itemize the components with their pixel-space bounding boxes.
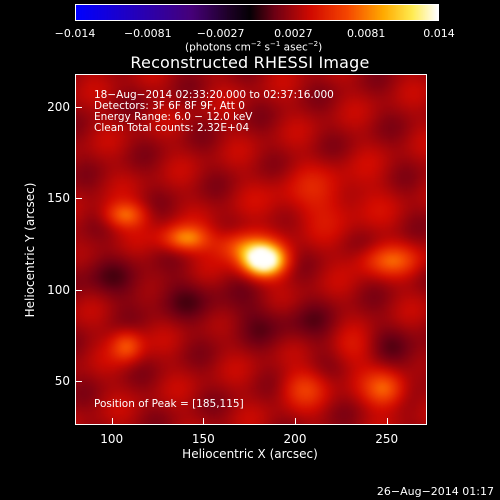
y-tick-label: 50 [54, 374, 70, 389]
x-axis-label: Heliocentric X (arcsec) [182, 447, 318, 461]
y-tick-label: 200 [47, 99, 70, 114]
plot-area: 18−Aug−2014 02:33:20.000 to 02:37:16.000… [75, 74, 427, 425]
x-tick-mark [111, 418, 113, 424]
y-tick-mark [76, 106, 82, 108]
annotation-clean: Clean Total counts: 2.32E+04 [94, 122, 250, 134]
colorbar-tick-label: −0.0081 [123, 27, 172, 40]
annotation-peak: Position of Peak = [185,115] [94, 398, 244, 410]
x-tick-label: 250 [375, 432, 399, 446]
heatmap-image [76, 75, 426, 424]
chart-title: Reconstructed RHESSI Image [130, 53, 370, 72]
x-tick-mark [386, 418, 388, 424]
colorbar-tick-label: 0.014 [423, 27, 455, 40]
y-tick-label: 150 [47, 191, 70, 206]
x-tick-mark [203, 418, 205, 424]
x-tick-mark [295, 418, 296, 424]
y-axis-label: Heliocentric Y (arcsec) [23, 182, 37, 318]
colorbar-tick-label: −0.014 [54, 27, 96, 40]
y-tick-mark [76, 198, 82, 200]
x-tick-label: 100 [100, 432, 124, 446]
annotation-time: 18−Aug−2014 02:33:20.000 to 02:37:16.000 [94, 89, 334, 101]
y-tick-label: 100 [47, 282, 70, 297]
colorbar [75, 4, 439, 21]
timestamp: 26−Aug−2014 01:17 [376, 485, 494, 498]
x-tick-label: 150 [191, 432, 215, 446]
colorbar-label: (photons cm−2 s−1 asec−2) [185, 40, 323, 54]
annotation-energy: Energy Range: 6.0 − 12.0 keV [94, 111, 253, 123]
y-tick-mark [76, 289, 82, 291]
annotation-detectors: Detectors: 3F 6F 8F 9F, Att 0 [94, 100, 245, 112]
x-tick-label: 200 [283, 432, 307, 446]
y-tick-mark [76, 381, 82, 383]
colorbar-tick-label: 0.0027 [274, 27, 313, 40]
colorbar-tick-label: −0.0027 [196, 27, 245, 40]
colorbar-tick-label: 0.0081 [346, 27, 386, 40]
